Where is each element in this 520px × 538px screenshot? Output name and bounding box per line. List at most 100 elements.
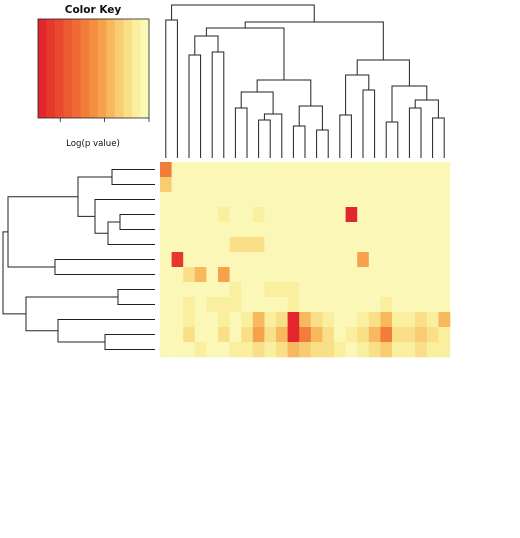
heatmap-cell [322, 222, 335, 238]
heatmap-cell [160, 327, 172, 343]
heatmap-cell [357, 192, 370, 208]
heatmap-cell [264, 312, 277, 328]
heatmap-cell [160, 342, 172, 358]
column-dendrogram-branch [292, 125, 306, 158]
column-dendrogram-branch [316, 129, 329, 158]
heatmap-cell [310, 282, 323, 298]
heatmap-cell [310, 327, 323, 343]
heatmap-cell [183, 162, 196, 178]
heatmap-cell [403, 237, 416, 253]
heatmap-cell [252, 282, 265, 298]
color-key: Color Key Log(p value) [37, 4, 150, 149]
heatmap-cell [368, 252, 381, 268]
heatmap-cell [276, 342, 288, 358]
heatmap-cell [183, 267, 196, 283]
heatmap-cell [310, 237, 323, 253]
heatmap-cell [206, 207, 219, 223]
heatmap-cell [392, 207, 404, 223]
heatmap-cell [171, 222, 184, 238]
heatmap-cell [194, 237, 207, 253]
heatmap-cell [415, 327, 428, 343]
heatmap-cell [334, 207, 346, 223]
heatmap-cell [345, 177, 358, 193]
heatmap-cell [229, 192, 242, 208]
heatmap-cell [218, 252, 230, 268]
heatmap-cell [392, 192, 404, 208]
heatmap-cell [415, 162, 428, 178]
heatmap-cell [438, 252, 451, 268]
heatmap-cell [322, 177, 335, 193]
heatmap-cell [415, 192, 428, 208]
heatmap-cell [160, 222, 172, 238]
heatmap-cell [345, 312, 358, 328]
heatmap-cell [322, 252, 335, 268]
heatmap-cell [160, 297, 172, 313]
heatmap-cell [241, 327, 254, 343]
heatmap-cell [229, 342, 242, 358]
heatmap-cell [299, 177, 312, 193]
heatmap-cell [357, 207, 370, 223]
heatmap-cell [403, 327, 416, 343]
heatmap-cell [264, 207, 277, 223]
heatmap-cell [403, 297, 416, 313]
heatmap-cell [357, 297, 370, 313]
heatmap-cell [380, 267, 393, 283]
heatmap-cell [264, 342, 277, 358]
heatmap-cell [357, 267, 370, 283]
heatmap-cell [218, 327, 230, 343]
heatmap-cell [160, 207, 172, 223]
heatmap-cell [334, 192, 346, 208]
color-key-band [97, 19, 107, 118]
heatmap-cell [357, 237, 370, 253]
heatmap-cell [183, 297, 196, 313]
column-dendrogram-branch [345, 74, 370, 115]
heatmap-cell [334, 252, 346, 268]
row-dendrogram-branch [54, 259, 155, 275]
color-key-title: Color Key [65, 4, 122, 16]
heatmap-cell [299, 207, 312, 223]
heatmap-cell [287, 177, 300, 193]
color-key-frame [37, 18, 150, 119]
heatmap-cell [415, 237, 428, 253]
heatmap-cell [310, 222, 323, 238]
heatmap-cell [310, 177, 323, 193]
heatmap-cell [310, 342, 323, 358]
heatmap-cell [218, 282, 230, 298]
color-key-band [131, 19, 141, 118]
heatmap-cell [357, 162, 370, 178]
heatmap-cell [415, 342, 428, 358]
heatmap-cell [183, 312, 196, 328]
heatmap-cell [287, 162, 300, 178]
heatmap-cell [345, 267, 358, 283]
heatmap-cell [218, 342, 230, 358]
heatmap-cell [183, 192, 196, 208]
color-key-band [38, 19, 47, 118]
heatmap-cell [322, 237, 335, 253]
heatmap-cell [287, 342, 300, 358]
heatmap-cell [194, 312, 207, 328]
heatmap-cell [276, 327, 288, 343]
heatmap-cell [241, 207, 254, 223]
heatmap-cell [252, 297, 265, 313]
heatmap-cell [299, 297, 312, 313]
heatmap-cell [229, 297, 242, 313]
heatmap-cell [322, 192, 335, 208]
heatmap-cell [310, 312, 323, 328]
heatmap-cell [392, 297, 404, 313]
column-dendrogram-branch [240, 91, 274, 114]
row-dendrogram-branch [104, 334, 155, 350]
heatmap-cell [264, 162, 277, 178]
heatmap-cell [392, 162, 404, 178]
heatmap-cell [415, 207, 428, 223]
heatmap-cell [322, 327, 335, 343]
heatmap-cell [299, 222, 312, 238]
heatmap-cell [403, 282, 416, 298]
heatmap-cell [287, 267, 300, 283]
column-dendrogram-branch [414, 99, 439, 118]
heatmap-cell [241, 222, 254, 238]
heatmap-cell [415, 282, 428, 298]
heatmap-cell [345, 237, 358, 253]
heatmap-cell [264, 222, 277, 238]
column-dendrogram [165, 4, 445, 158]
heatmap-cell [368, 267, 381, 283]
